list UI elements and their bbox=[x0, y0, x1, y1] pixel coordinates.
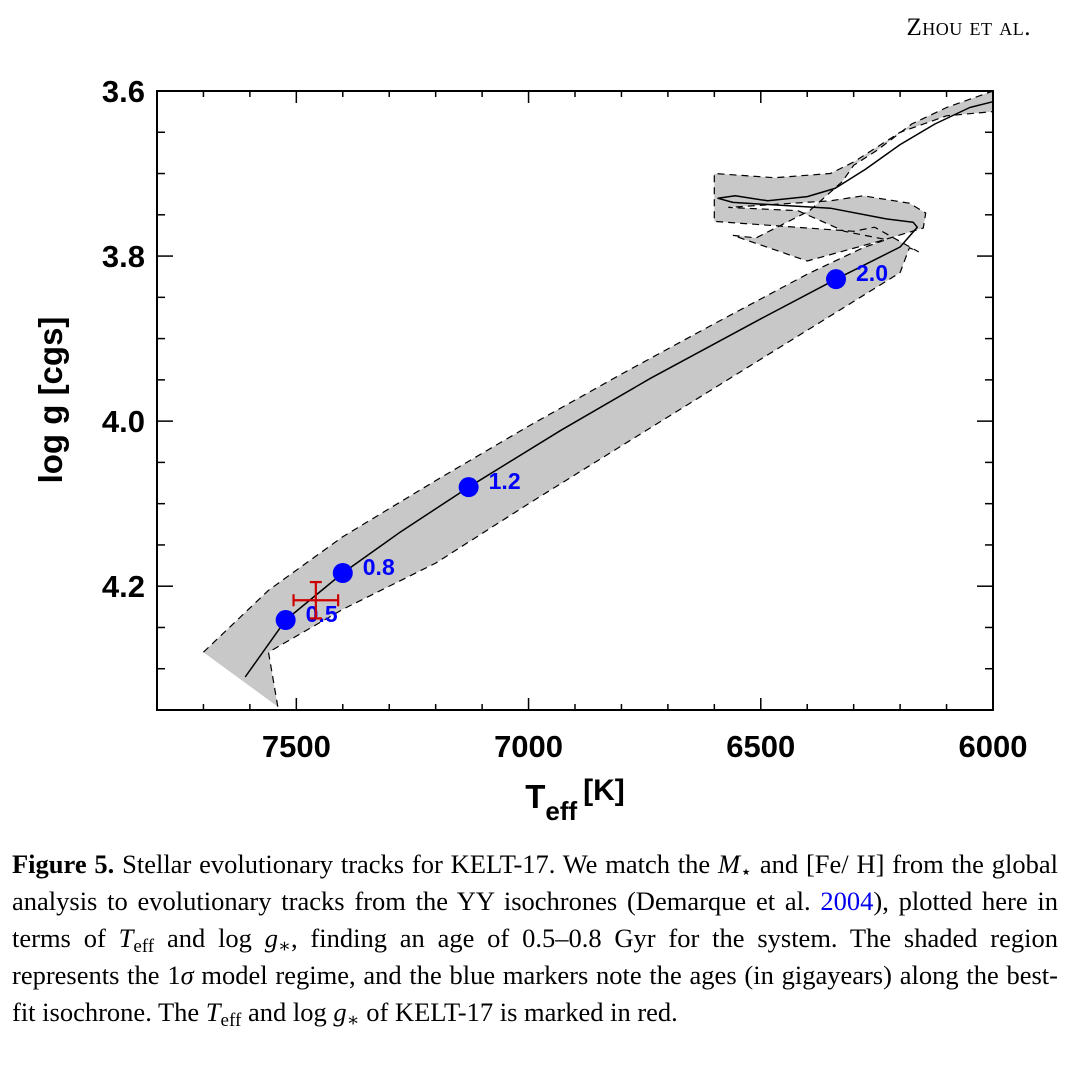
figure-label: Figure 5. bbox=[12, 849, 115, 879]
y-axis-label: log g [cgs] bbox=[32, 317, 69, 484]
caption-math: σ bbox=[180, 960, 194, 990]
caption-math-sub: eff bbox=[220, 1009, 242, 1031]
caption-math: g bbox=[333, 997, 347, 1027]
y-tick-label: 4.2 bbox=[102, 569, 145, 604]
age-marker-point bbox=[332, 562, 353, 583]
age-marker-label: 1.2 bbox=[489, 468, 521, 494]
age-marker-label: 2.0 bbox=[856, 260, 888, 286]
caption-math: M bbox=[718, 849, 741, 879]
caption-text: of KELT-17 is marked in red. bbox=[359, 997, 678, 1027]
caption-math-sub: ∗ bbox=[346, 1009, 360, 1031]
running-head: Zhou et al. bbox=[906, 14, 1031, 41]
sigma-band-layer bbox=[202, 90, 994, 707]
x-axis-label: Teff[K] bbox=[525, 774, 625, 826]
caption-text: model regime, and the blue markers note … bbox=[12, 960, 1058, 1027]
caption-math-sub: eff bbox=[133, 935, 155, 957]
x-axis-label-subscript: eff bbox=[545, 796, 577, 826]
caption-text: and log bbox=[241, 997, 334, 1027]
sigma-band-edge-lower bbox=[267, 111, 994, 707]
sigma-band-fill bbox=[203, 91, 993, 707]
axis-ticks bbox=[157, 90, 993, 710]
caption-text: Stellar evolutionary tracks for KELT-17.… bbox=[114, 849, 719, 879]
caption-text: and log bbox=[154, 923, 265, 953]
y-tick-label: 4.0 bbox=[102, 404, 145, 439]
age-marker-label: 0.5 bbox=[306, 601, 338, 627]
x-tick-label: 6000 bbox=[959, 729, 1028, 764]
y-tick-label: 3.6 bbox=[102, 74, 145, 109]
x-axis-label-unit: [K] bbox=[583, 774, 625, 807]
y-tick-label: 3.8 bbox=[102, 239, 145, 274]
age-marker-label: 0.8 bbox=[363, 554, 395, 580]
caption-text: , finding an age of 0.5–0.8 Gyr for the … bbox=[12, 923, 1059, 990]
caption-math-sub: ∗ bbox=[278, 935, 291, 957]
target-layer bbox=[292, 580, 340, 620]
caption-text: ), plotted here in terms of bbox=[12, 886, 1058, 953]
evolutionary-track-chart: 0.5 0.8 1.2 2.0 7500 7000 6500 6000 3.6 3.8 4.0 4.… bbox=[32, 74, 1028, 826]
x-tick-label: 6500 bbox=[726, 729, 795, 764]
caption-math: T bbox=[118, 923, 134, 953]
age-marker-point bbox=[458, 477, 479, 498]
x-tick-label: 7500 bbox=[262, 729, 331, 764]
caption-math: g bbox=[264, 923, 278, 953]
x-tick-label: 7000 bbox=[494, 729, 563, 764]
age-marker-layer: 0.5 0.8 1.2 2.0 bbox=[275, 260, 888, 631]
age-marker-point bbox=[275, 610, 296, 631]
tick-labels: 7500 7000 6500 6000 3.6 3.8 4.0 4.2 bbox=[102, 74, 1028, 764]
caption-math-sub: ⋆ bbox=[740, 861, 753, 883]
reference-link[interactable]: 2004 bbox=[820, 886, 874, 916]
x-axis-label-main: T bbox=[525, 778, 545, 815]
age-marker-point bbox=[826, 269, 847, 290]
caption-math: T bbox=[205, 997, 221, 1027]
caption-text: and [Fe/ H] from the global analysis to … bbox=[12, 849, 1058, 916]
figure-caption: Figure 5. Stellar evolutionary tracks fo… bbox=[12, 846, 1058, 1031]
sigma-band-edge-upper bbox=[202, 90, 994, 653]
